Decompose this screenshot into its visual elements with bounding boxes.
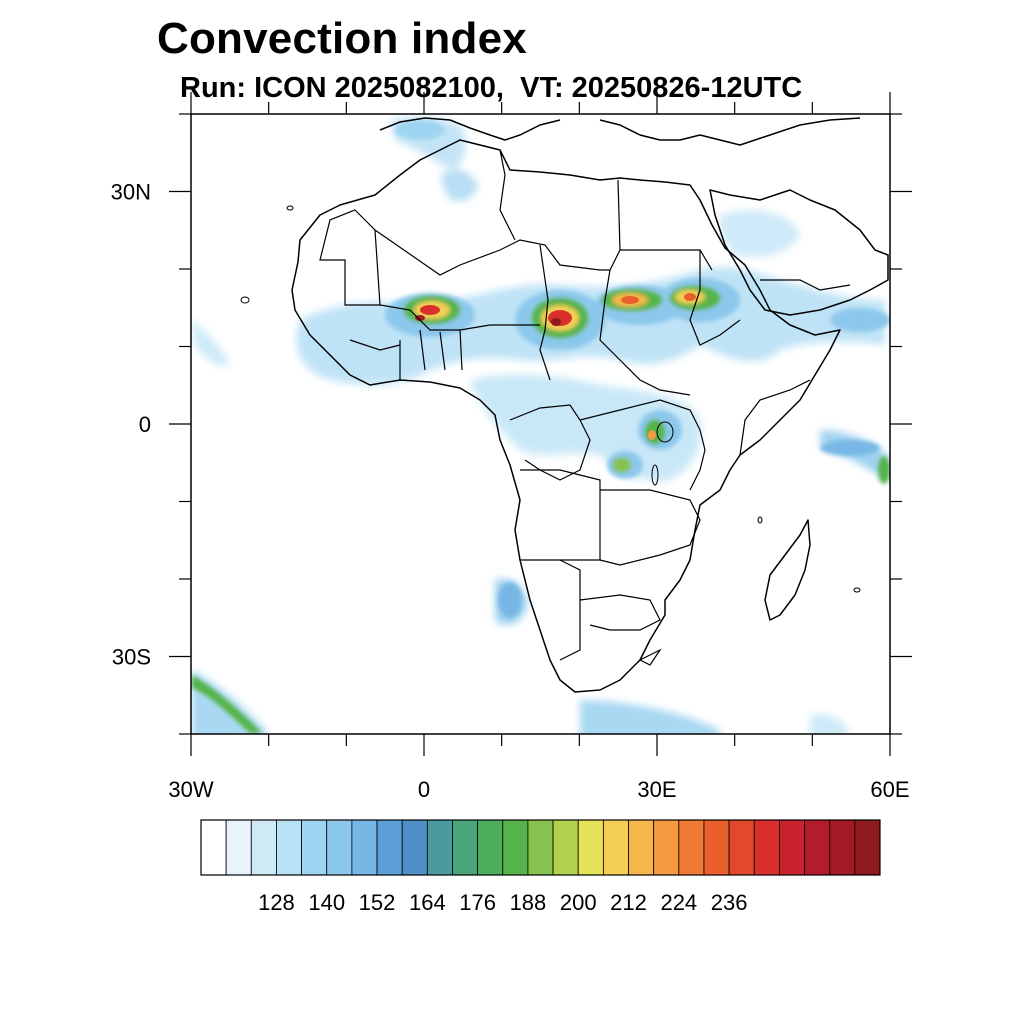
colorbar-label: 164 [409,890,446,915]
colorbar-swatch [577,819,604,876]
chart-subtitle: Run: ICON 2025082100, VT: 20250826-12UTC [180,72,803,104]
colorbar-swatch [502,819,529,876]
colorbar-swatch [602,819,629,876]
colorbar-swatch [401,819,428,876]
coastlines [291,117,889,693]
colorbar-label: 188 [510,890,547,915]
colorbar-swatch [628,819,655,876]
y-tick-label: 0 [139,412,151,437]
colorbar-swatch [829,819,856,876]
x-tick-label: 30E [637,777,676,802]
y-tick-label: 30N [111,180,151,205]
colorbar-swatch [426,819,453,876]
convection-hotspots [415,293,696,440]
colorbar-swatch [552,819,579,876]
colorbar-swatch [753,819,780,876]
colorbar-label: 176 [459,890,496,915]
colorbar-swatch [351,819,378,876]
colorbar-swatch [527,819,554,876]
plot-area [191,114,890,734]
colorbar-swatch [376,819,403,876]
country-borders [319,149,851,666]
colorbar-swatch [326,819,353,876]
x-tick-label: 60E [870,777,909,802]
chart-title: Convection index [157,14,527,63]
colorbar-swatch [728,819,755,876]
colorbar-label: 140 [308,890,345,915]
colorbar-swatch [250,819,277,876]
colorbar-label: 212 [610,890,647,915]
colorbar-swatch [477,819,504,876]
colorbar-label: 236 [711,890,748,915]
colorbar-swatch [225,819,252,876]
colorbar-swatch [276,819,302,876]
lakes-islands [240,205,861,593]
y-tick-label: 30S [112,645,151,670]
y-axis: 30N 0 30S [111,113,912,735]
colorbar-swatch [653,819,680,876]
colorbar-swatch [200,819,227,876]
colorbar-swatch [301,819,328,876]
colorbar-label: 224 [660,890,697,915]
colorbar-frame [200,819,881,876]
colorbar-swatch [452,819,479,876]
x-tick-label: 30W [168,777,213,802]
x-axis: 30W 0 30E 60E [168,92,910,802]
colorbar-swatch [779,819,805,876]
colorbar-label: 152 [359,890,396,915]
colorbar-label: 128 [258,890,295,915]
colorbar-swatch [854,819,881,876]
colorbar-swatch [804,819,831,876]
colorbar-label: 200 [560,890,597,915]
x-tick-label: 0 [418,777,430,802]
colorbar-swatch [703,819,730,876]
colorbar: 128 140 152 164 176 188 200 212 224 236 [200,819,881,915]
colorbar-swatch [678,819,705,876]
